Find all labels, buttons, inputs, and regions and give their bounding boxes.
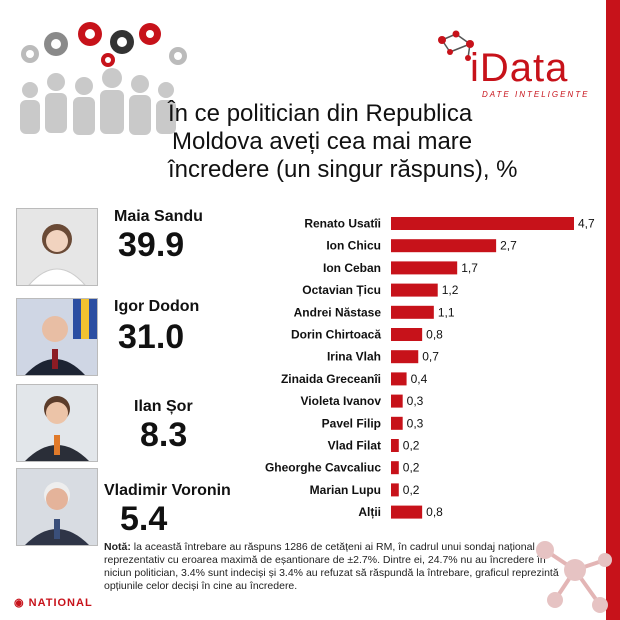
candidate-name-2: Igor Dodon <box>114 298 200 315</box>
value-label: 4,7 <box>578 217 595 231</box>
title-line-2: Moldova aveți cea mai mare <box>172 128 473 155</box>
category-label: Violeta Ivanov <box>301 394 382 408</box>
category-label: Pavel Filip <box>322 416 381 430</box>
bar <box>391 461 399 475</box>
footer-logo-text: NATIONAL <box>28 597 93 609</box>
footer-logo-icon: ◉ <box>14 597 29 609</box>
bar <box>391 483 399 497</box>
footnote: Notă: la această întrebare au răspuns 12… <box>104 541 574 593</box>
bar <box>391 239 497 253</box>
value-label: 0,8 <box>426 328 443 342</box>
bar <box>391 261 458 275</box>
category-label: Vlad Filat <box>328 439 381 453</box>
value-label: 0,7 <box>422 350 439 364</box>
category-label: Octavian Țicu <box>302 283 381 297</box>
value-label: 1,7 <box>461 261 478 275</box>
footnote-text: la această întrebare au răspuns 1286 de … <box>104 541 559 592</box>
red-frame-border <box>606 0 620 620</box>
category-label: Ion Ceban <box>323 261 381 275</box>
people-group-icon <box>20 22 187 135</box>
candidate-value-3: 8.3 <box>140 416 188 454</box>
bar <box>391 439 399 452</box>
candidate-name-3: Ilan Șor <box>134 398 193 415</box>
brand-name: iData <box>470 46 569 90</box>
value-label: 0,2 <box>403 483 420 497</box>
person-portrait-icon <box>17 299 97 375</box>
category-label: Ion Chicu <box>326 239 381 253</box>
bar <box>391 394 403 408</box>
brand-tagline: DATE INTELIGENTE <box>482 90 590 99</box>
category-label: Alții <box>358 505 381 519</box>
category-label: Renato Usatîi <box>304 217 381 231</box>
person-portrait-icon <box>17 469 97 545</box>
title-line-1: În ce politician din Republica <box>168 100 473 127</box>
idata-logo-icon <box>438 30 474 61</box>
bar <box>391 505 423 519</box>
value-label: 2,7 <box>500 239 517 253</box>
person-portrait-icon <box>17 209 97 285</box>
bar <box>391 283 438 297</box>
value-label: 0,2 <box>403 439 420 453</box>
title-line-3: încredere (un singur răspuns), % <box>168 156 518 183</box>
value-label: 1,2 <box>442 283 459 297</box>
candidate-value-2: 31.0 <box>118 318 185 356</box>
candidate-portrait-3 <box>16 384 98 462</box>
bar <box>391 217 574 230</box>
bar <box>391 350 419 364</box>
value-label: 0,2 <box>403 461 420 475</box>
candidate-portrait-4 <box>16 468 98 546</box>
value-label: 0,3 <box>407 416 424 430</box>
category-label: Dorin Chirtoacă <box>291 328 381 342</box>
value-label: 0,4 <box>411 372 428 386</box>
bar <box>391 416 403 430</box>
category-label: Gheorghe Cavcaliuc <box>265 461 381 475</box>
category-label: Andrei Năstase <box>294 305 382 319</box>
candidate-value-4: 5.4 <box>120 500 168 538</box>
bar <box>391 372 407 386</box>
candidate-portrait-2 <box>16 298 98 376</box>
footnote-label: Notă: <box>104 541 131 553</box>
network-nodes-icon <box>536 541 612 613</box>
category-label: Irina Vlah <box>327 350 381 364</box>
footer-logo: ◉ NATIONAL <box>14 596 93 609</box>
value-label: 0,3 <box>407 394 424 408</box>
candidate-name-4: Vladimir Voronin <box>104 482 231 499</box>
candidate-portrait-1 <box>16 208 98 286</box>
candidate-value-1: 39.9 <box>118 226 185 264</box>
bar <box>391 305 434 319</box>
chart-title: În ce politician din Republica Moldova a… <box>168 100 588 184</box>
category-label: Zinaida Greceanîi <box>281 372 381 386</box>
bar <box>391 328 423 341</box>
value-label: 1,1 <box>438 305 455 319</box>
person-portrait-icon <box>17 385 97 461</box>
category-label: Marian Lupu <box>310 483 381 497</box>
candidate-name-1: Maia Sandu <box>114 208 203 225</box>
value-label: 0,8 <box>426 505 443 519</box>
